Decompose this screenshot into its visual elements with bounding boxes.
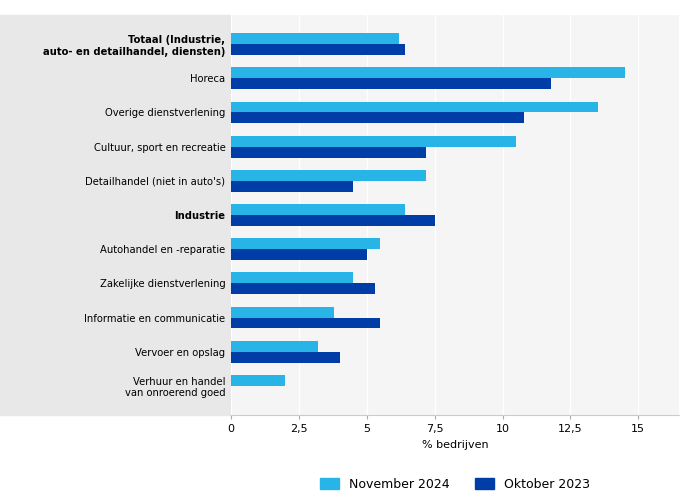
Bar (231, 136, 516, 146)
Bar (231, 238, 380, 249)
Bar (231, 284, 375, 294)
Bar (231, 181, 354, 192)
Bar (231, 44, 405, 55)
Bar (231, 215, 435, 226)
Bar (231, 170, 426, 181)
Bar (231, 352, 340, 362)
Bar (231, 318, 380, 328)
X-axis label: % bedrijven: % bedrijven (421, 440, 489, 450)
Bar (231, 102, 598, 112)
Bar (231, 272, 354, 283)
Bar (231, 78, 552, 89)
Bar (231, 146, 426, 158)
Legend: November 2024, Oktober 2023: November 2024, Oktober 2023 (314, 471, 596, 496)
Bar (231, 249, 367, 260)
Bar (231, 306, 334, 318)
Bar (231, 112, 524, 124)
Bar (231, 341, 318, 351)
Bar (231, 68, 624, 78)
Bar (231, 375, 286, 386)
Bar (231, 204, 405, 215)
Bar (231, 33, 399, 44)
